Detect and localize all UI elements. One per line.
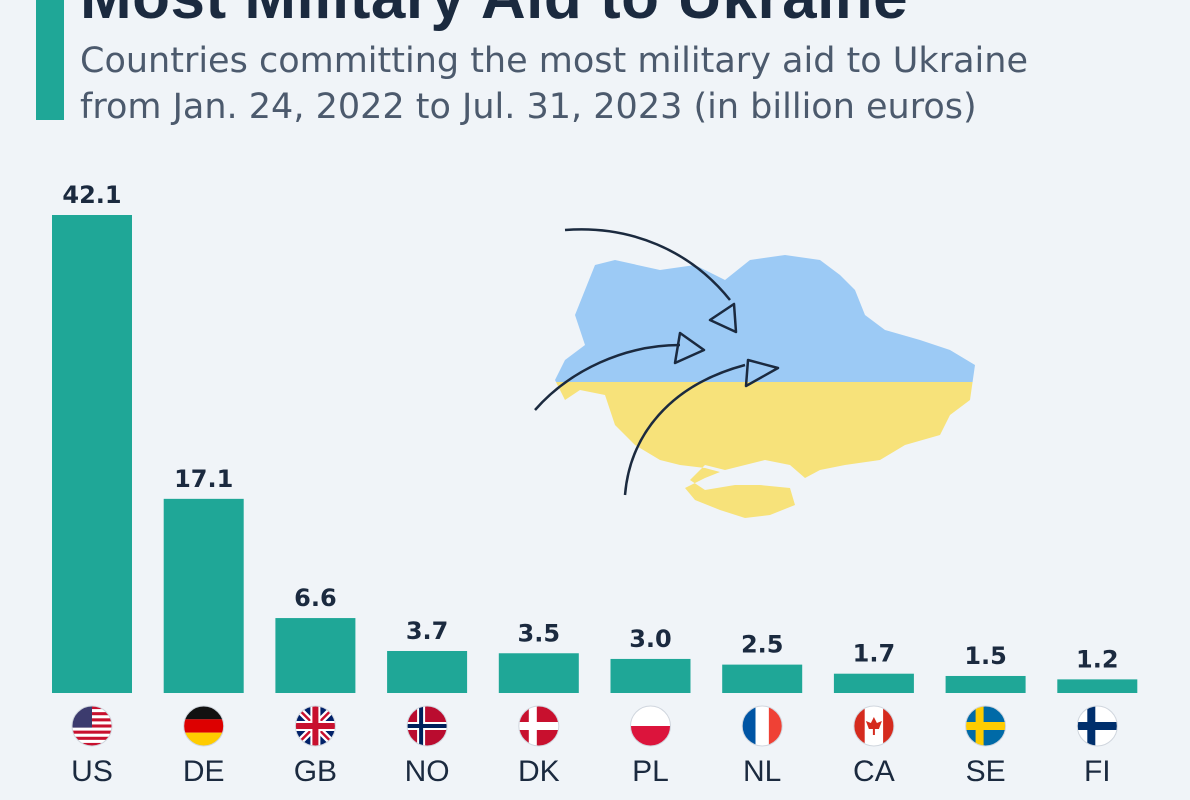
- category-label-ca: CA: [853, 755, 895, 788]
- value-label-dk: 3.5: [518, 619, 561, 647]
- bar-fi: [1057, 679, 1138, 693]
- CA-flag-outline: [853, 705, 895, 747]
- US-flag-icon: [72, 706, 112, 746]
- chart-subtitle: Countries committing the most military a…: [80, 38, 1140, 130]
- ukraine-map-illustration: [534, 228, 975, 518]
- SE-flag-outline: [965, 705, 1007, 747]
- category-label-gb: GB: [294, 755, 337, 788]
- bar-us: [52, 215, 132, 693]
- arrow-3: [623, 363, 746, 496]
- bar-ca: [833, 673, 914, 693]
- US-flag-outline: [71, 705, 113, 747]
- GB-flag-outline: [294, 705, 336, 747]
- value-label-ca: 1.7: [853, 640, 896, 668]
- DE-flag-part: [183, 732, 224, 746]
- aid-arrows: [534, 228, 746, 496]
- GB-flag-part: [295, 723, 336, 729]
- SE-flag-icon: [965, 706, 1006, 746]
- FI-flag-icon: [1077, 706, 1118, 746]
- PL-flag-part: [630, 706, 671, 726]
- bar-pl: [610, 658, 691, 693]
- category-label-nl: NL: [743, 755, 781, 788]
- bar-no: [387, 650, 468, 693]
- NL-flag-part: [742, 706, 756, 746]
- value-label-nl: 2.5: [741, 631, 784, 659]
- category-label-pl: PL: [632, 755, 669, 788]
- NO-flag-outline: [406, 705, 448, 747]
- CA-flag-part: [865, 717, 882, 735]
- category-label-us: US: [71, 755, 113, 788]
- value-label-gb: 6.6: [294, 584, 337, 612]
- NL-flag-part: [768, 706, 783, 746]
- SE-flag-part: [965, 722, 1006, 730]
- value-label-se: 1.5: [964, 642, 1007, 670]
- FI-flag-part: [1077, 722, 1118, 730]
- PL-flag-part: [630, 726, 671, 746]
- value-label-us: 42.1: [62, 181, 121, 209]
- arrow-1: [564, 228, 731, 301]
- category-label-fi: FI: [1084, 755, 1111, 788]
- NL-flag-part: [755, 706, 769, 746]
- PL-flag-outline: [630, 705, 671, 747]
- arrow-2: [534, 343, 681, 411]
- DK-flag-part: [518, 722, 559, 730]
- NL-flag-outline: [741, 705, 783, 747]
- bar-gb: [275, 618, 356, 693]
- US-flag-part: [72, 730, 112, 734]
- bar-de: [163, 498, 244, 693]
- chart-marks: 42.1 US 17.1 DE 6.6 GB 3.7 NO 3.5 DK 3.0 PL 2.5 NL 1.7…: [52, 181, 1138, 788]
- category-label-de: DE: [183, 755, 225, 788]
- subtitle-line-2: from Jan. 24, 2022 to Jul. 31, 2023 (in …: [80, 87, 977, 127]
- NO-flag-part: [407, 724, 448, 728]
- DK-flag-icon: [518, 706, 559, 746]
- category-label-se: SE: [966, 755, 1006, 788]
- title-accent-bar: [36, 0, 64, 120]
- CA-flag-part: [883, 706, 894, 746]
- category-label-dk: DK: [518, 755, 560, 788]
- arrow-head-1: [708, 302, 738, 334]
- NL-flag-icon: [742, 706, 783, 746]
- US-flag-part: [72, 736, 112, 740]
- value-label-fi: 1.2: [1076, 645, 1119, 673]
- DK-flag-outline: [518, 705, 560, 747]
- DE-flag-part: [183, 719, 224, 733]
- DE-flag-icon: [183, 706, 224, 746]
- DE-flag-outline: [183, 705, 225, 747]
- value-label-pl: 3.0: [629, 625, 672, 653]
- arrow-heads: [673, 302, 780, 388]
- value-label-no: 3.7: [406, 617, 449, 645]
- category-label-no: NO: [405, 755, 450, 788]
- DE-flag-part: [183, 706, 224, 720]
- NO-flag-icon: [407, 706, 448, 746]
- CA-flag-icon: [853, 706, 894, 746]
- GB-flag-icon: [295, 706, 336, 746]
- bar-dk: [498, 653, 579, 693]
- value-label-de: 17.1: [174, 465, 233, 493]
- PL-flag-icon: [630, 706, 671, 746]
- chart-title: Most Military Aid to Ukraine: [80, 0, 908, 33]
- FI-flag-outline: [1076, 705, 1118, 747]
- bar-nl: [722, 664, 803, 693]
- US-flag-part: [72, 742, 112, 746]
- bar-se: [945, 675, 1026, 693]
- arrow-head-3: [744, 358, 780, 388]
- CA-flag-part: [853, 706, 865, 746]
- arrow-head-2: [673, 331, 706, 365]
- subtitle-line-1: Countries committing the most military a…: [80, 41, 1028, 81]
